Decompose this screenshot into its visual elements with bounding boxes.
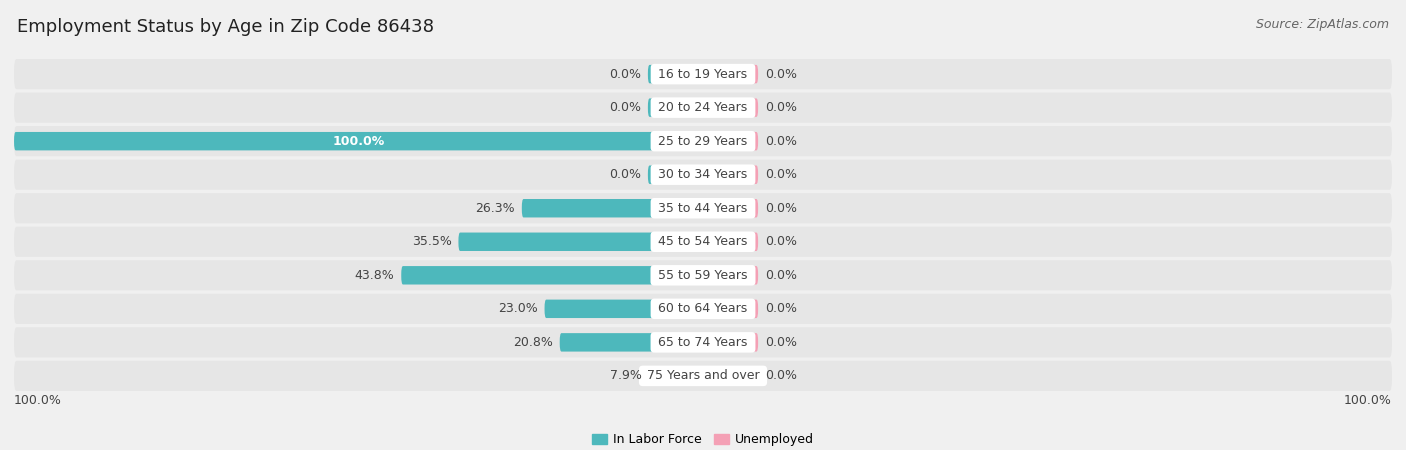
- FancyBboxPatch shape: [648, 367, 703, 385]
- Text: 60 to 64 Years: 60 to 64 Years: [654, 302, 752, 315]
- Text: 0.0%: 0.0%: [765, 369, 797, 382]
- FancyBboxPatch shape: [648, 65, 703, 83]
- FancyBboxPatch shape: [648, 166, 703, 184]
- FancyBboxPatch shape: [703, 233, 758, 251]
- FancyBboxPatch shape: [14, 361, 1392, 391]
- Text: 25 to 29 Years: 25 to 29 Years: [654, 135, 752, 148]
- FancyBboxPatch shape: [703, 99, 758, 117]
- Text: 43.8%: 43.8%: [354, 269, 394, 282]
- FancyBboxPatch shape: [648, 99, 703, 117]
- Text: 100.0%: 100.0%: [1344, 394, 1392, 407]
- Text: 0.0%: 0.0%: [765, 269, 797, 282]
- Text: 0.0%: 0.0%: [765, 101, 797, 114]
- Text: 0.0%: 0.0%: [765, 235, 797, 248]
- Text: Source: ZipAtlas.com: Source: ZipAtlas.com: [1256, 18, 1389, 31]
- FancyBboxPatch shape: [703, 132, 758, 150]
- FancyBboxPatch shape: [544, 300, 703, 318]
- FancyBboxPatch shape: [14, 132, 703, 150]
- Text: 0.0%: 0.0%: [765, 168, 797, 181]
- FancyBboxPatch shape: [14, 59, 1392, 89]
- FancyBboxPatch shape: [703, 166, 758, 184]
- Text: 0.0%: 0.0%: [609, 68, 641, 81]
- Text: 65 to 74 Years: 65 to 74 Years: [654, 336, 752, 349]
- Text: 0.0%: 0.0%: [765, 202, 797, 215]
- Text: 7.9%: 7.9%: [610, 369, 641, 382]
- FancyBboxPatch shape: [522, 199, 703, 217]
- FancyBboxPatch shape: [14, 126, 1392, 156]
- FancyBboxPatch shape: [14, 294, 1392, 324]
- Text: 100.0%: 100.0%: [332, 135, 385, 148]
- FancyBboxPatch shape: [560, 333, 703, 351]
- FancyBboxPatch shape: [458, 233, 703, 251]
- FancyBboxPatch shape: [14, 260, 1392, 290]
- FancyBboxPatch shape: [14, 93, 1392, 123]
- Text: 55 to 59 Years: 55 to 59 Years: [654, 269, 752, 282]
- Text: 20.8%: 20.8%: [513, 336, 553, 349]
- Text: Employment Status by Age in Zip Code 86438: Employment Status by Age in Zip Code 864…: [17, 18, 434, 36]
- FancyBboxPatch shape: [14, 193, 1392, 223]
- Text: 20 to 24 Years: 20 to 24 Years: [654, 101, 752, 114]
- Text: 26.3%: 26.3%: [475, 202, 515, 215]
- Text: 0.0%: 0.0%: [765, 336, 797, 349]
- Text: 0.0%: 0.0%: [765, 68, 797, 81]
- FancyBboxPatch shape: [703, 199, 758, 217]
- Text: 0.0%: 0.0%: [765, 135, 797, 148]
- Text: 35.5%: 35.5%: [412, 235, 451, 248]
- Text: 45 to 54 Years: 45 to 54 Years: [654, 235, 752, 248]
- Text: 16 to 19 Years: 16 to 19 Years: [654, 68, 752, 81]
- Text: 75 Years and over: 75 Years and over: [643, 369, 763, 382]
- Text: 35 to 44 Years: 35 to 44 Years: [654, 202, 752, 215]
- FancyBboxPatch shape: [703, 65, 758, 83]
- Text: 100.0%: 100.0%: [14, 394, 62, 407]
- FancyBboxPatch shape: [703, 300, 758, 318]
- FancyBboxPatch shape: [401, 266, 703, 284]
- FancyBboxPatch shape: [703, 333, 758, 351]
- FancyBboxPatch shape: [14, 327, 1392, 357]
- Text: 0.0%: 0.0%: [609, 168, 641, 181]
- Text: 0.0%: 0.0%: [765, 302, 797, 315]
- FancyBboxPatch shape: [14, 227, 1392, 257]
- Text: 23.0%: 23.0%: [498, 302, 537, 315]
- FancyBboxPatch shape: [703, 367, 758, 385]
- Legend: In Labor Force, Unemployed: In Labor Force, Unemployed: [586, 428, 820, 450]
- Text: 30 to 34 Years: 30 to 34 Years: [654, 168, 752, 181]
- FancyBboxPatch shape: [703, 266, 758, 284]
- FancyBboxPatch shape: [14, 160, 1392, 190]
- Text: 0.0%: 0.0%: [609, 101, 641, 114]
